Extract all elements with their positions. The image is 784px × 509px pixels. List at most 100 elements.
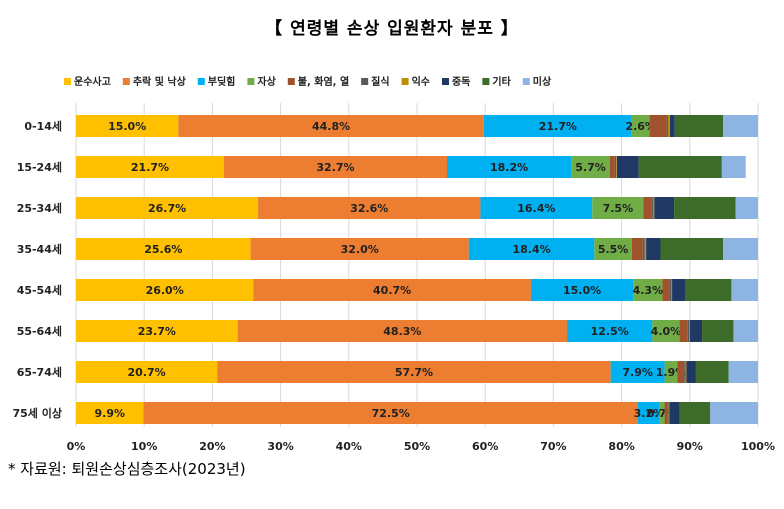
bar-segment xyxy=(662,279,670,301)
bar-segment xyxy=(721,156,746,178)
x-tick-label: 40% xyxy=(336,440,362,453)
bar-segment xyxy=(664,402,668,424)
x-tick-label: 90% xyxy=(677,440,703,453)
bar-segment xyxy=(664,361,678,383)
bar-segment xyxy=(530,279,634,301)
bar-segment xyxy=(638,156,722,178)
x-tick-label: 0% xyxy=(67,440,86,453)
x-tick-label: 70% xyxy=(540,440,566,453)
source-note: * 자료원: 퇴원손상심층조사(2023년) xyxy=(8,460,246,478)
data-label: 16.4% xyxy=(517,202,555,215)
data-label: 5.5% xyxy=(598,243,629,256)
bar-segment xyxy=(480,197,593,219)
bar-segment xyxy=(616,156,617,178)
bar-segment xyxy=(143,402,638,424)
bar-segment xyxy=(76,402,144,424)
bar-segment xyxy=(689,320,690,342)
bar-segment xyxy=(217,361,611,383)
bar-segment xyxy=(643,197,652,219)
legend-swatch xyxy=(441,78,449,85)
bar-segment xyxy=(644,238,647,260)
data-label: 12.5% xyxy=(591,325,629,338)
legend-swatch xyxy=(247,78,255,85)
legend-swatch xyxy=(401,78,409,85)
category-label: 65-74세 xyxy=(17,365,62,379)
category-label: 25-34세 xyxy=(17,201,62,215)
data-label: 18.2% xyxy=(490,161,528,174)
x-axis-ticks: 0% 10% 20% 30% 40% 50% 60% 70% 80% 90% 100% xyxy=(67,440,775,453)
bar-segment xyxy=(76,279,254,301)
category-label: 75세 이상 xyxy=(13,406,63,420)
bar-segment xyxy=(76,197,259,219)
legend-swatch xyxy=(287,78,295,85)
legend-label: 기타 xyxy=(492,75,511,88)
bar-segment xyxy=(652,320,680,342)
bar-segment xyxy=(723,115,758,137)
category-label: 0-14세 xyxy=(24,119,62,133)
bar-segment xyxy=(652,197,655,219)
legend-label: 질식 xyxy=(371,75,389,88)
data-label: 26.0% xyxy=(146,284,184,297)
bar-segment xyxy=(631,115,650,137)
bar-segment xyxy=(610,361,665,383)
legend-label: 부딪힘 xyxy=(208,75,236,88)
bar-segment xyxy=(642,238,645,260)
bar-segment xyxy=(669,402,680,424)
legend-swatch xyxy=(122,78,130,85)
x-tick-label: 80% xyxy=(608,440,634,453)
legend-swatch xyxy=(522,78,530,85)
legend-label: 불, 화염, 열 xyxy=(298,75,349,88)
legend-label: 운수사고 xyxy=(74,75,111,88)
x-tick-label: 20% xyxy=(199,440,225,453)
legend-swatch xyxy=(482,78,490,85)
bar-segment xyxy=(571,156,611,178)
bar-segment xyxy=(695,361,729,383)
bar-segment xyxy=(631,238,643,260)
bar-segment xyxy=(723,238,758,260)
bar-segment xyxy=(258,197,481,219)
bar-segment xyxy=(669,279,672,301)
legend-swatch xyxy=(64,78,71,85)
bar-segment xyxy=(660,238,724,260)
bar-segment xyxy=(610,156,615,178)
legend-swatch xyxy=(361,78,369,85)
data-label: 18.4% xyxy=(512,243,550,256)
x-tick-label: 50% xyxy=(404,440,430,453)
bar-segment xyxy=(649,115,667,137)
bar-segment xyxy=(76,115,179,137)
category-label: 45-54세 xyxy=(17,283,62,297)
bar-segment xyxy=(733,320,758,342)
bar-segment xyxy=(614,156,617,178)
category-label: 35-44세 xyxy=(17,242,62,256)
x-tick-label: 100% xyxy=(741,440,775,453)
bar-segment xyxy=(684,361,686,383)
bars: 15.0% 44.8% 21.7% 2.6% 21.7% 32.7% 18.2% 5.7% 26… xyxy=(76,115,758,424)
bar-segment xyxy=(667,402,669,424)
data-label: 32.0% xyxy=(341,243,379,256)
legend-label: 추락 및 낙상 xyxy=(133,75,187,88)
bar-segment xyxy=(76,361,218,383)
bar-segment xyxy=(728,361,758,383)
bar-segment xyxy=(567,320,653,342)
category-labels: 0-14세 15-24세 25-34세 35-44세 45-54세 55-64세 65-74… xyxy=(13,119,63,420)
bar-segment xyxy=(685,279,732,301)
bar-segment xyxy=(674,197,736,219)
data-label: 40.7% xyxy=(373,284,411,297)
chart-title: 【 연령별 손상 입원환자 분포 】 xyxy=(265,19,519,39)
bar-segment xyxy=(674,115,724,137)
bar-segment xyxy=(659,402,665,424)
bar-segment xyxy=(76,320,238,342)
x-tick-label: 10% xyxy=(131,440,157,453)
data-label: 57.7% xyxy=(395,366,433,379)
bar-segment xyxy=(686,361,696,383)
data-label: 5.7% xyxy=(575,161,606,174)
data-label: 7.5% xyxy=(603,202,634,215)
data-label: 15.0% xyxy=(108,120,146,133)
bar-segment xyxy=(447,156,572,178)
data-label: 3.2% xyxy=(634,407,665,420)
data-label: 4.3% xyxy=(633,284,664,297)
bar-segment xyxy=(689,320,703,342)
x-tick-label: 60% xyxy=(472,440,498,453)
bar-segment xyxy=(677,361,685,383)
